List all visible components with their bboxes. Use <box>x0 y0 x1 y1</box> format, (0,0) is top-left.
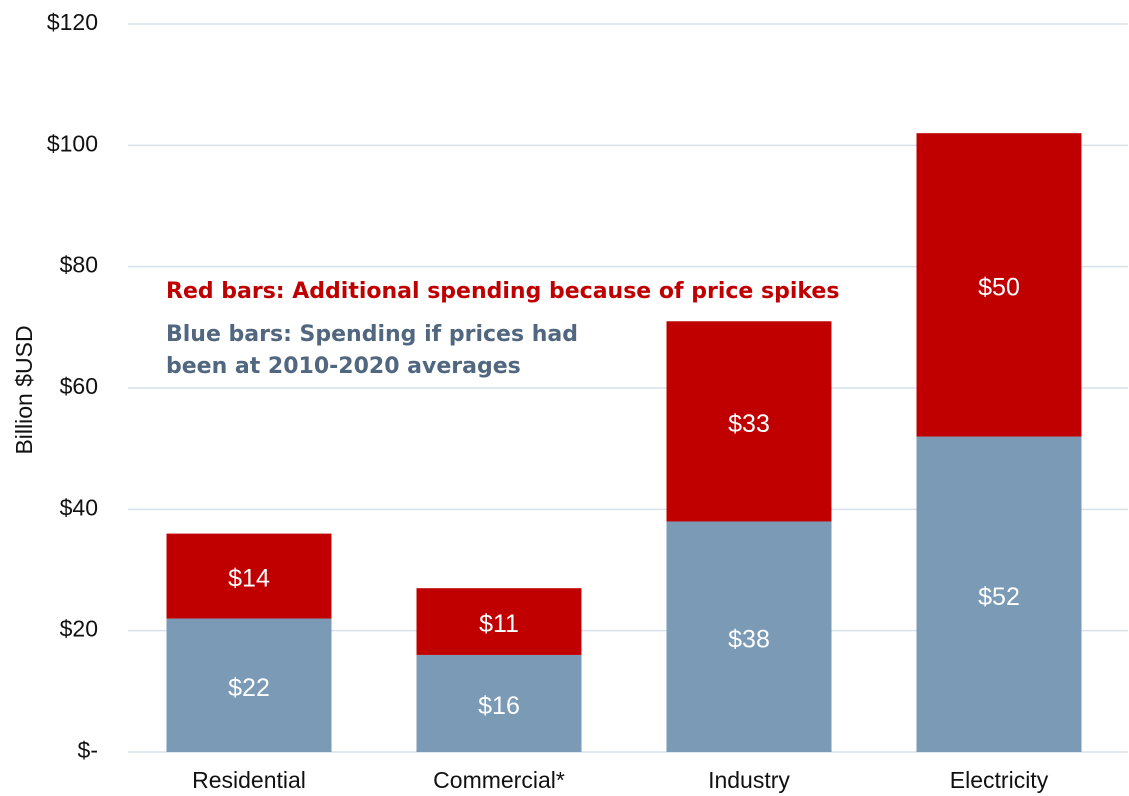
annotation: Red bars: Additional spending because of… <box>166 279 839 304</box>
data-label: $52 <box>978 583 1020 611</box>
annotation: been at 2010-2020 averages <box>166 354 521 379</box>
data-label: $22 <box>228 674 270 702</box>
y-tick-label: $40 <box>60 494 98 520</box>
y-tick-label: $120 <box>47 9 98 35</box>
data-label: $33 <box>728 410 770 438</box>
y-tick-label: $100 <box>47 130 98 156</box>
bar-segment <box>916 133 1082 437</box>
bar-segment <box>666 321 832 522</box>
bar-segment <box>916 436 1082 752</box>
x-tick-label: Electricity <box>950 767 1049 793</box>
bar-segment <box>416 588 582 655</box>
y-tick-label: $20 <box>60 616 98 642</box>
x-tick-label: Industry <box>708 767 790 793</box>
x-tick-label: Commercial* <box>433 767 565 793</box>
y-axis-label: Billion $USD <box>11 325 37 454</box>
x-tick-label: Residential <box>192 767 306 793</box>
annotation: Blue bars: Spending if prices had <box>166 322 578 347</box>
bar-segment <box>166 618 332 752</box>
bar-segment <box>666 521 832 752</box>
data-label: $16 <box>478 692 520 720</box>
y-tick-label: $- <box>78 737 98 763</box>
data-label: $11 <box>479 610 519 638</box>
y-tick-label: $60 <box>60 373 98 399</box>
bar-segment <box>166 533 332 619</box>
y-tick-label: $80 <box>60 252 98 278</box>
bar-segment <box>416 654 582 752</box>
data-label: $50 <box>978 273 1020 301</box>
data-label: $38 <box>728 625 770 653</box>
data-label: $14 <box>228 565 270 593</box>
